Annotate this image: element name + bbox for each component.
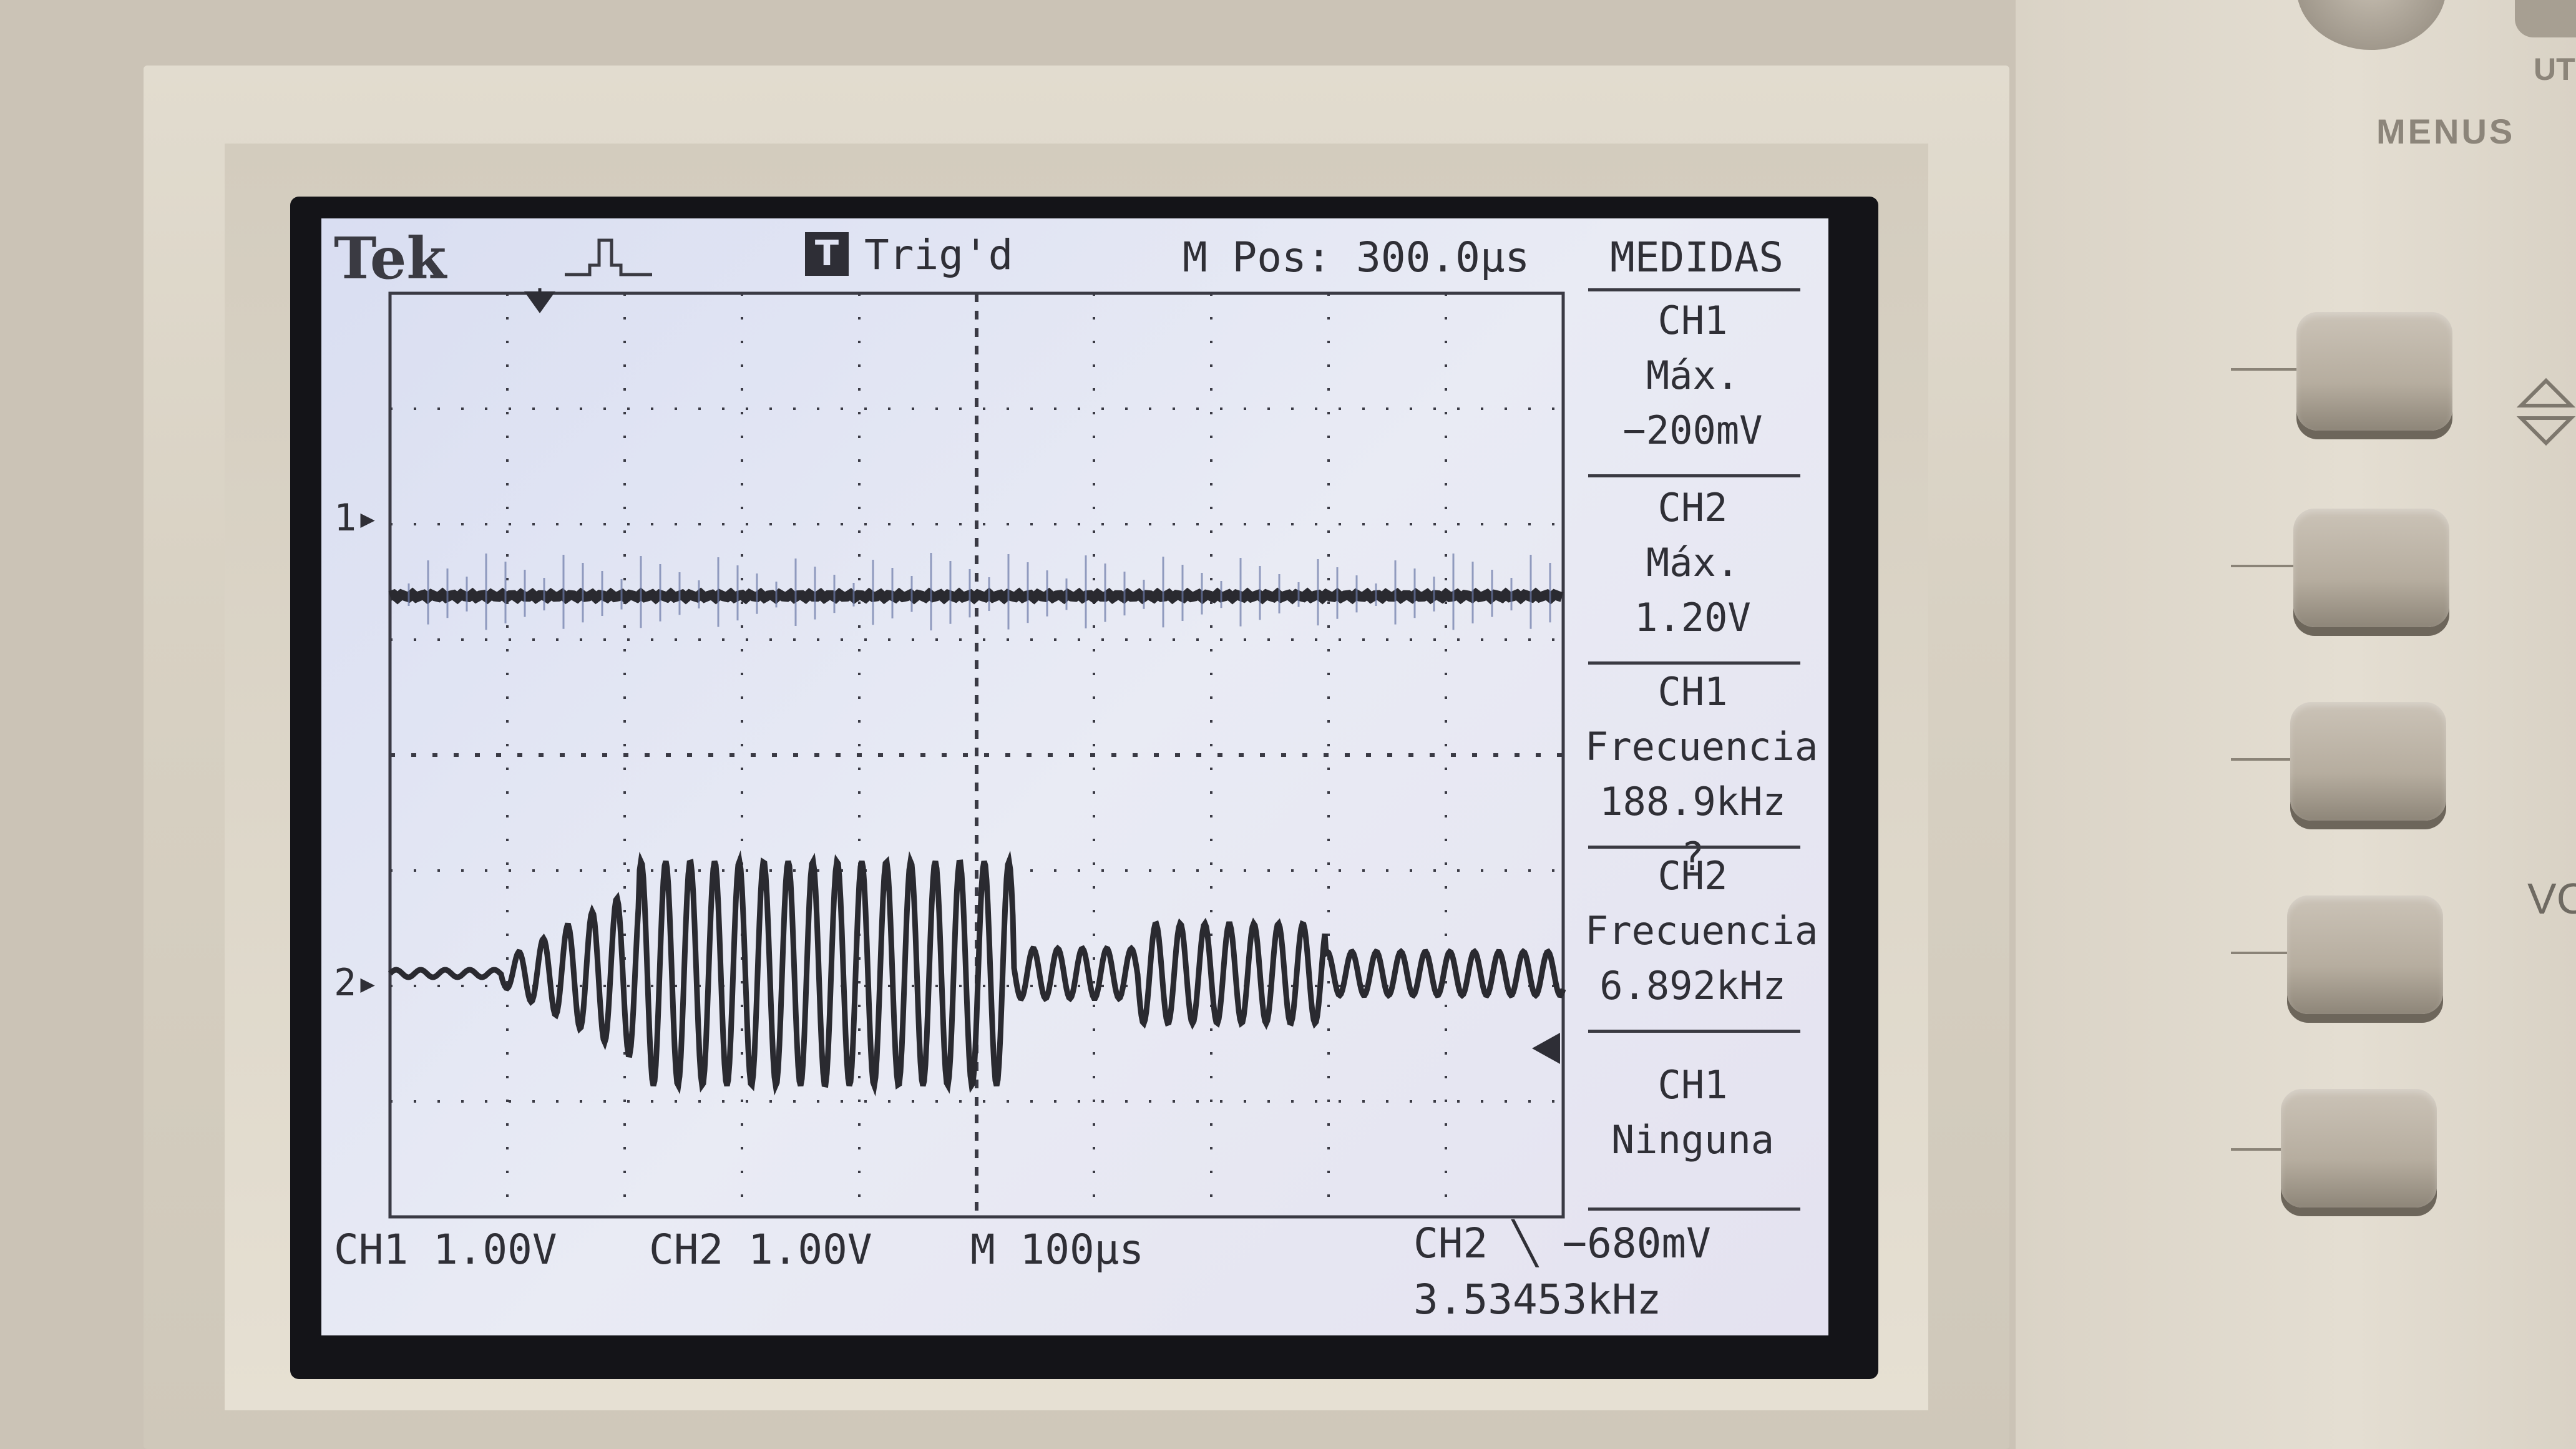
top-button[interactable] bbox=[2515, 0, 2576, 37]
trigger-level-marker-icon bbox=[1532, 1033, 1560, 1064]
softkey-connector-2 bbox=[2231, 565, 2300, 567]
measurement-type: Ninguna bbox=[1611, 1117, 1775, 1163]
vertical-label: VC bbox=[2527, 874, 2576, 923]
measurement-type: Frecuencia bbox=[1585, 724, 1818, 769]
measurement-channel: CH1 bbox=[1657, 1062, 1728, 1108]
softkey-connector-3 bbox=[2231, 758, 2300, 761]
ch2-marker: 2▸ bbox=[334, 961, 379, 1005]
measurement-divider bbox=[1588, 846, 1800, 849]
measurement-divider bbox=[1588, 661, 1800, 665]
ch2-scale: CH2 1.00V bbox=[649, 1226, 872, 1274]
horizontal-position: M Pos: 300.0µs bbox=[1183, 233, 1530, 281]
trigger-readout: CH2 ╲ −680mV bbox=[1413, 1219, 1711, 1267]
measurement-value: −200mV bbox=[1622, 407, 1763, 453]
menus-label: MENUS bbox=[2376, 112, 2515, 151]
measurement-2[interactable]: CH2 Máx. 1.20V bbox=[1585, 481, 1800, 645]
trigger-badge: T bbox=[805, 232, 849, 276]
measurement-value: 6.892kHz bbox=[1599, 963, 1786, 1008]
measurement-type: Máx. bbox=[1646, 540, 1740, 585]
down-arrow-icon bbox=[524, 288, 555, 313]
measurement-divider bbox=[1588, 1208, 1800, 1211]
waveform-traces bbox=[388, 553, 1566, 1097]
measurement-4[interactable]: CH2 Frecuencia 6.892kHz bbox=[1585, 849, 1818, 1013]
measurement-channel: CH2 bbox=[1657, 485, 1728, 530]
pulse-icon bbox=[565, 238, 652, 276]
trigger-status: Trig'd bbox=[864, 231, 1013, 279]
up-down-arrow-icon bbox=[2516, 378, 2576, 446]
oscilloscope-screen: Tek T Trig'd M Pos: 300.0µs MEDIDAS CH1 … bbox=[321, 218, 1828, 1335]
measurement-value: 1.20V bbox=[1634, 595, 1751, 640]
measurement-channel: CH1 bbox=[1657, 669, 1728, 715]
measurement-5[interactable]: CH1 Ninguna bbox=[1585, 1058, 1800, 1168]
option-button-5[interactable] bbox=[2281, 1089, 2437, 1208]
utility-label: UT bbox=[2534, 52, 2575, 87]
ch2-trace bbox=[388, 850, 1566, 1097]
softkey-connector-4 bbox=[2231, 952, 2300, 954]
option-button-4[interactable] bbox=[2287, 895, 2443, 1014]
measurement-value: 188.9kHz ? bbox=[1599, 779, 1786, 879]
measurement-channel: CH2 bbox=[1657, 853, 1728, 899]
measurement-3[interactable]: CH1 Frecuencia 188.9kHz ? bbox=[1585, 665, 1818, 884]
measurement-divider bbox=[1588, 1030, 1800, 1033]
waveform-display bbox=[388, 291, 1566, 1219]
option-button-3[interactable] bbox=[2290, 702, 2446, 821]
ch1-marker: 1▸ bbox=[334, 496, 379, 540]
measurement-channel: CH1 bbox=[1657, 298, 1728, 343]
measurement-type: Frecuencia bbox=[1585, 908, 1818, 954]
measurement-type: Máx. bbox=[1646, 353, 1740, 398]
ch1-scale: CH1 1.00V bbox=[334, 1226, 557, 1274]
softkey-connector-1 bbox=[2231, 368, 2300, 371]
measurement-1[interactable]: CH1 Máx. −200mV bbox=[1585, 293, 1800, 458]
trigger-frequency: 3.53453kHz bbox=[1413, 1276, 1662, 1324]
measurements-title: MEDIDAS bbox=[1610, 233, 1784, 281]
option-button-2[interactable] bbox=[2293, 509, 2449, 627]
timebase: M 100µs bbox=[970, 1226, 1144, 1274]
option-button-1[interactable] bbox=[2296, 312, 2452, 431]
graticule bbox=[388, 291, 1565, 1219]
measurement-divider bbox=[1588, 474, 1800, 477]
measurements-divider bbox=[1588, 288, 1800, 291]
softkey-connector-5 bbox=[2231, 1148, 2300, 1151]
brand-logo: Tek bbox=[334, 225, 447, 292]
ch1-trace bbox=[388, 587, 1564, 605]
